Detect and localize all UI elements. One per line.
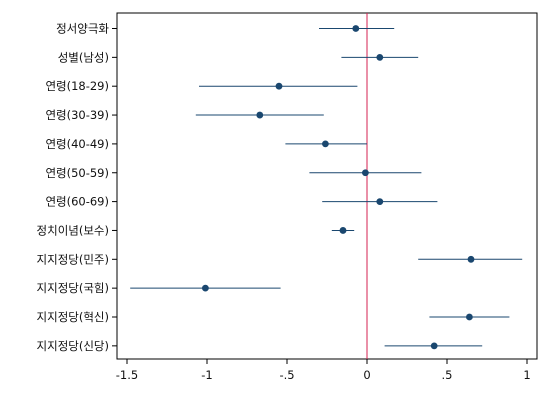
category-label: 지지정당(민주) bbox=[37, 252, 109, 266]
x-tick-label: -.5 bbox=[279, 368, 294, 382]
category-label: 지지정당(국힘) bbox=[37, 281, 109, 295]
x-tick-label: -1 bbox=[201, 368, 212, 382]
point-estimate bbox=[322, 140, 329, 148]
point-estimate bbox=[362, 169, 369, 177]
x-axis: -1.5 -1 -.5 0 .5 1 bbox=[116, 359, 531, 382]
point-estimate bbox=[466, 313, 473, 321]
category-label: 연령(60-69) bbox=[45, 195, 109, 209]
category-label: 연령(30-39) bbox=[45, 108, 109, 122]
point-estimate bbox=[376, 198, 384, 206]
point-estimate bbox=[275, 82, 283, 90]
plot-frame bbox=[116, 12, 538, 360]
category-label: 지지정당(혁신) bbox=[37, 310, 109, 324]
point-estimate bbox=[467, 255, 475, 263]
category-label: 지지정당(신당) bbox=[37, 339, 109, 353]
point-estimate bbox=[256, 111, 264, 119]
x-tick-label: 1 bbox=[523, 368, 530, 382]
category-label: 성별(남성) bbox=[58, 50, 109, 64]
point-estimate bbox=[430, 342, 438, 350]
coefficient-marks bbox=[130, 25, 523, 350]
x-tick-label: 0 bbox=[363, 368, 370, 382]
x-tick-label: -1.5 bbox=[116, 368, 138, 382]
category-label: 연령(18-29) bbox=[45, 79, 109, 93]
point-estimate bbox=[202, 284, 209, 292]
category-label: 정치이념(보수) bbox=[37, 223, 109, 237]
point-estimate bbox=[352, 25, 360, 32]
x-tick-label: .5 bbox=[442, 368, 453, 382]
category-label: 연령(40-49) bbox=[45, 137, 109, 151]
point-estimate bbox=[339, 227, 347, 234]
point-estimate bbox=[376, 53, 384, 61]
category-label: 정서양극화 bbox=[56, 22, 109, 36]
category-label: 연령(50-59) bbox=[45, 166, 109, 180]
